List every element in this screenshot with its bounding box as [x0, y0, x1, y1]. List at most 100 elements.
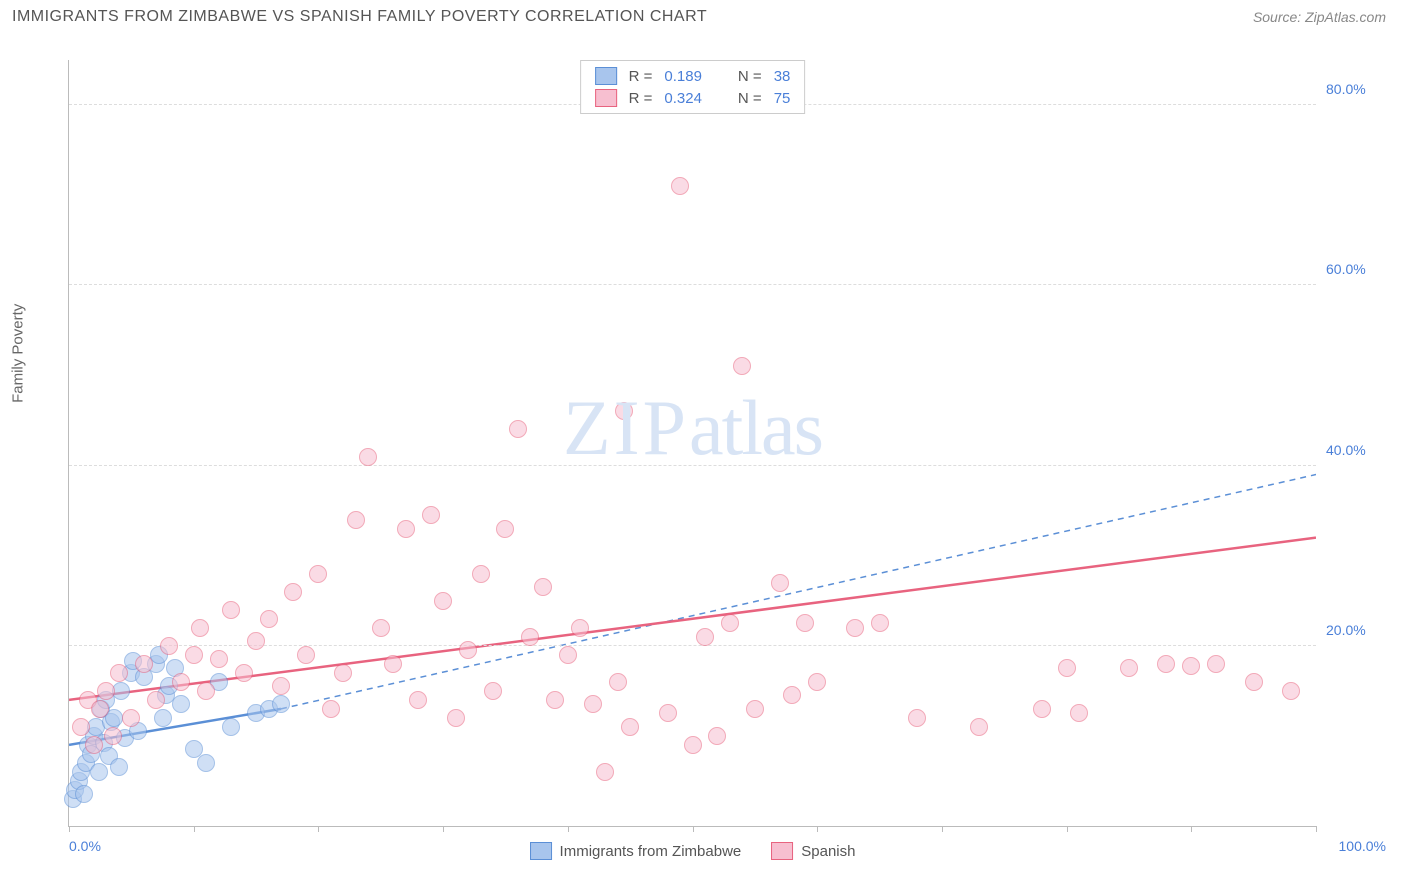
legend-label: Immigrants from Zimbabwe: [560, 843, 742, 860]
data-point: [871, 614, 889, 632]
data-point: [1207, 655, 1225, 673]
data-point: [372, 619, 390, 637]
data-point: [684, 736, 702, 754]
data-point: [384, 655, 402, 673]
data-point: [197, 754, 215, 772]
data-point: [970, 718, 988, 736]
data-point: [284, 583, 302, 601]
x-tick: [69, 826, 70, 832]
data-point: [210, 650, 228, 668]
data-point: [1245, 673, 1263, 691]
data-point: [172, 673, 190, 691]
data-point: [90, 763, 108, 781]
data-point: [185, 646, 203, 664]
x-tick: [942, 826, 943, 832]
data-point: [222, 718, 240, 736]
legend-r-label: R =: [629, 90, 653, 107]
data-point: [746, 700, 764, 718]
data-point: [1157, 655, 1175, 673]
data-point: [846, 619, 864, 637]
data-point: [422, 506, 440, 524]
data-point: [272, 677, 290, 695]
legend-n-label: N =: [738, 68, 762, 85]
x-tick: [318, 826, 319, 832]
legend-row: R =0.324N =75: [595, 87, 791, 109]
legend-item: Spanish: [771, 842, 855, 860]
data-point: [484, 682, 502, 700]
data-point: [91, 700, 109, 718]
data-point: [160, 637, 178, 655]
data-point: [696, 628, 714, 646]
chart-title: IMMIGRANTS FROM ZIMBABWE VS SPANISH FAMI…: [12, 8, 707, 26]
data-point: [659, 704, 677, 722]
data-point: [197, 682, 215, 700]
legend-swatch: [771, 842, 793, 860]
x-tick: [443, 826, 444, 832]
data-point: [534, 578, 552, 596]
data-point: [447, 709, 465, 727]
y-tick-label: 60.0%: [1326, 261, 1386, 277]
data-point: [615, 402, 633, 420]
data-point: [247, 632, 265, 650]
legend-n-value: 75: [774, 90, 791, 107]
legend-n-value: 38: [774, 68, 791, 85]
data-point: [154, 709, 172, 727]
legend-item: Immigrants from Zimbabwe: [530, 842, 742, 860]
data-point: [235, 664, 253, 682]
data-point: [72, 718, 90, 736]
data-point: [272, 695, 290, 713]
data-point: [260, 610, 278, 628]
x-tick: [194, 826, 195, 832]
data-point: [334, 664, 352, 682]
data-point: [1282, 682, 1300, 700]
gridline: [69, 284, 1316, 285]
y-axis-label: Family Poverty: [10, 303, 27, 402]
data-point: [322, 700, 340, 718]
data-point: [796, 614, 814, 632]
x-tick-label: 0.0%: [69, 838, 101, 854]
data-point: [721, 614, 739, 632]
data-point: [559, 646, 577, 664]
data-point: [397, 520, 415, 538]
data-point: [596, 763, 614, 781]
data-point: [1033, 700, 1051, 718]
legend-swatch: [595, 67, 617, 85]
data-point: [496, 520, 514, 538]
data-point: [584, 695, 602, 713]
data-point: [1182, 657, 1200, 675]
plot-area: ZIPatlas R =0.189N =38R =0.324N =75 Immi…: [68, 60, 1316, 827]
data-point: [147, 691, 165, 709]
series-legend: Immigrants from Zimbabwe Spanish: [530, 842, 856, 860]
data-point: [708, 727, 726, 745]
data-point: [409, 691, 427, 709]
x-tick-label: 100.0%: [1339, 838, 1386, 854]
data-point: [222, 601, 240, 619]
data-point: [571, 619, 589, 637]
data-point: [783, 686, 801, 704]
y-tick-label: 40.0%: [1326, 442, 1386, 458]
data-point: [97, 682, 115, 700]
gridline: [69, 465, 1316, 466]
data-point: [172, 695, 190, 713]
data-point: [135, 655, 153, 673]
data-point: [459, 641, 477, 659]
data-point: [521, 628, 539, 646]
data-point: [609, 673, 627, 691]
data-point: [509, 420, 527, 438]
y-tick-label: 20.0%: [1326, 622, 1386, 638]
data-point: [122, 709, 140, 727]
data-point: [110, 664, 128, 682]
correlation-legend: R =0.189N =38R =0.324N =75: [580, 60, 806, 114]
legend-label: Spanish: [801, 843, 855, 860]
source-attribution: Source: ZipAtlas.com: [1253, 9, 1386, 25]
data-point: [1120, 659, 1138, 677]
x-tick: [693, 826, 694, 832]
data-point: [808, 673, 826, 691]
data-point: [671, 177, 689, 195]
data-point: [733, 357, 751, 375]
x-tick: [1191, 826, 1192, 832]
data-point: [1070, 704, 1088, 722]
data-point: [1058, 659, 1076, 677]
legend-n-label: N =: [738, 90, 762, 107]
data-point: [472, 565, 490, 583]
